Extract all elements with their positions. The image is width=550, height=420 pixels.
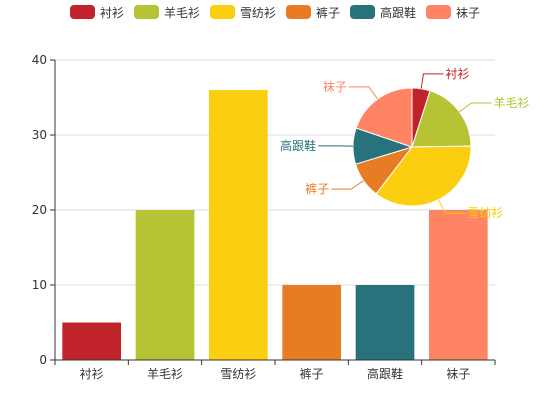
y-tick-label: 40 <box>32 53 47 67</box>
x-tick-label: 衬衫 <box>80 367 104 381</box>
pie-label-line <box>420 73 444 89</box>
y-tick-label: 10 <box>32 278 47 292</box>
pie-label: 羊毛衫 <box>493 95 529 110</box>
legend-item-sweater[interactable]: 羊毛衫 <box>134 4 200 20</box>
legend-item-shirt[interactable]: 衬衫 <box>70 4 124 20</box>
legend-item-heels[interactable]: 高跟鞋 <box>350 4 416 20</box>
x-tick-label: 裤子 <box>300 367 324 381</box>
chart-legend: 衬衫 羊毛衫 雪纺衫 裤子 高跟鞋 袜子 <box>0 4 550 24</box>
pie-slice[interactable] <box>355 87 413 148</box>
bar-series <box>62 90 488 361</box>
bar[interactable] <box>62 322 121 361</box>
legend-swatch-sweater <box>134 5 159 19</box>
legend-label-sweater: 羊毛衫 <box>164 5 201 20</box>
pie-label-line <box>438 199 466 214</box>
legend-label-shirt: 衬衫 <box>100 5 125 20</box>
bar[interactable] <box>135 210 195 360</box>
x-tick-label: 羊毛衫 <box>147 366 183 381</box>
pie-label-line <box>348 86 379 100</box>
legend-swatch-heels <box>350 5 375 19</box>
x-tick-label: 高跟鞋 <box>367 366 403 381</box>
legend-item-socks[interactable]: 袜子 <box>426 4 480 20</box>
bar[interactable] <box>355 285 415 360</box>
bar[interactable] <box>282 285 341 360</box>
legend-item-pants[interactable]: 裤子 <box>286 4 340 20</box>
pie-label: 袜子 <box>323 80 347 94</box>
legend-swatch-pants <box>286 5 311 19</box>
legend-swatch-shirt <box>70 5 95 19</box>
pie-label: 衬衫 <box>445 67 469 81</box>
bar[interactable] <box>429 210 488 360</box>
legend-swatch-chiffon <box>210 5 235 19</box>
y-tick-label: 20 <box>32 203 47 217</box>
legend-label-heels: 高跟鞋 <box>380 5 417 20</box>
legend-label-socks: 袜子 <box>456 5 481 20</box>
pie-slice[interactable] <box>375 145 472 207</box>
legend-swatch-socks <box>426 5 451 19</box>
y-tick-label: 30 <box>32 128 47 142</box>
bar[interactable] <box>209 90 268 360</box>
x-tick-label: 雪纺衫 <box>220 367 256 381</box>
pie-label-line <box>459 102 492 113</box>
pie-label: 裤子 <box>305 182 329 196</box>
y-tick-label: 0 <box>39 353 47 367</box>
pie-label: 雪纺衫 <box>467 206 503 220</box>
legend-label-chiffon: 雪纺衫 <box>240 5 277 20</box>
legend-label-pants: 裤子 <box>316 5 341 20</box>
legend-item-chiffon[interactable]: 雪纺衫 <box>210 4 276 20</box>
pie-label-line <box>331 180 364 190</box>
x-tick-label: 袜子 <box>446 367 470 381</box>
pie-label: 高跟鞋 <box>280 138 316 153</box>
